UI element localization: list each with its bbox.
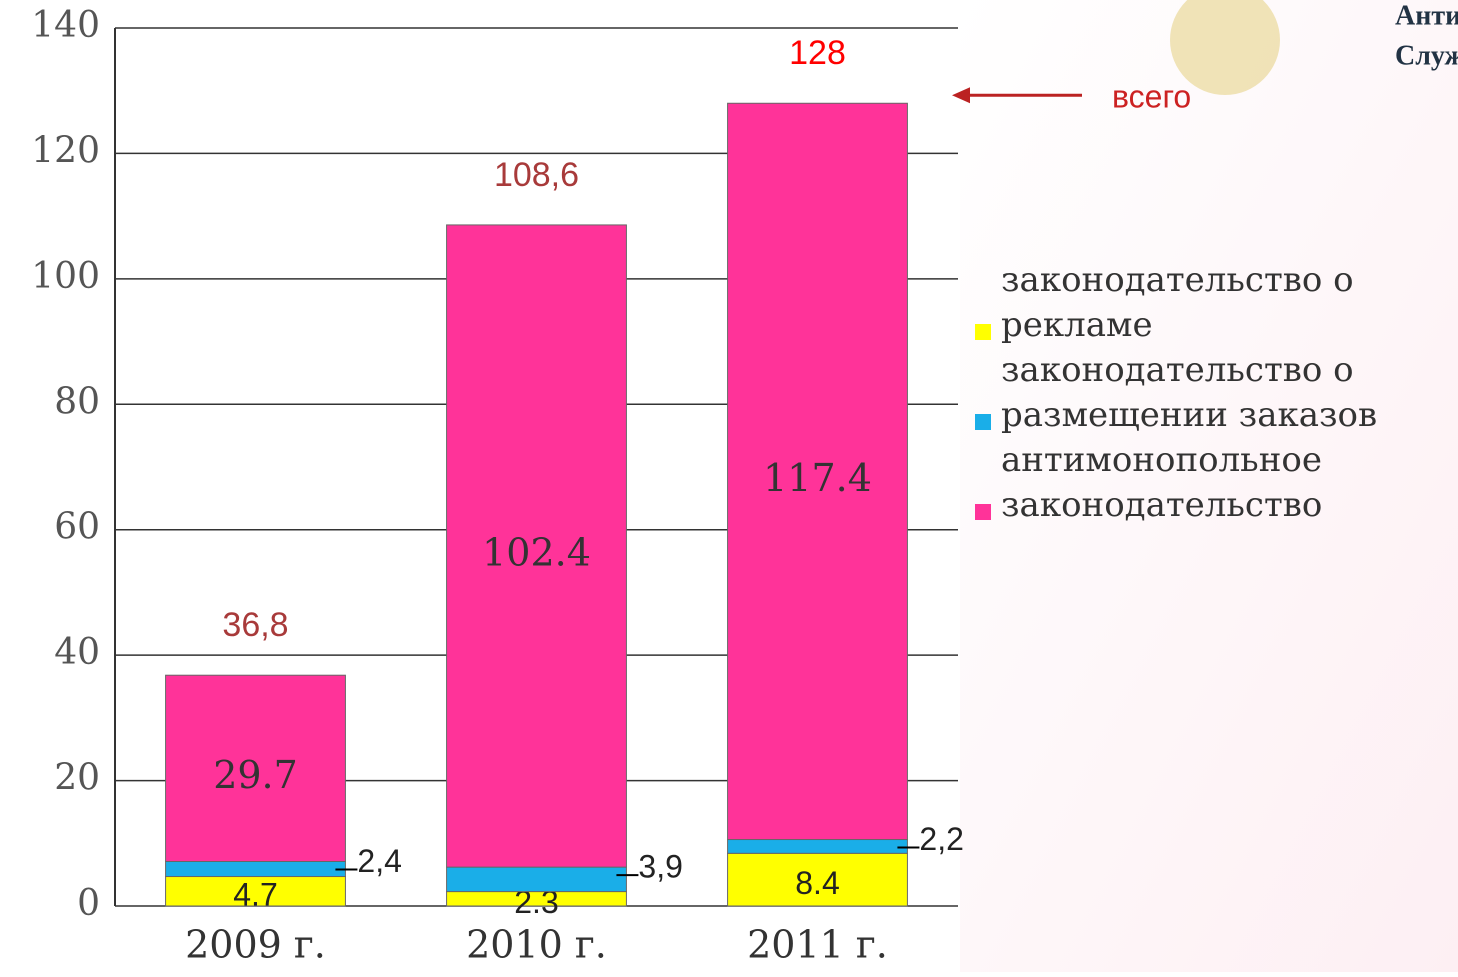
logo <box>1170 0 1280 95</box>
data-label: 4.7 <box>233 877 277 913</box>
x-tick-label: 2011 г. <box>747 923 888 967</box>
total-label: 128 <box>789 34 846 72</box>
bar-segment <box>165 860 346 878</box>
data-label: 2,4 <box>357 843 401 879</box>
y-tick-label: 100 <box>31 256 100 297</box>
x-tick-label: 2010 г. <box>466 923 607 967</box>
legend-swatch <box>975 414 991 430</box>
bar-segment <box>727 102 908 841</box>
y-tick-label: 40 <box>54 632 100 673</box>
legend-swatch <box>975 324 991 340</box>
y-tick-label: 120 <box>31 130 100 171</box>
legend-swatch <box>975 504 991 520</box>
data-label: 29.7 <box>213 753 298 797</box>
legend-label: законодательство о рекламе <box>1001 260 1354 345</box>
data-label: 2,2 <box>919 821 963 857</box>
data-label: 117.4 <box>763 456 872 500</box>
bar-segment <box>727 839 908 854</box>
arrow-head <box>952 87 970 104</box>
legend-item: антимонопольное законодательство <box>975 438 1415 528</box>
logo-text: Анти <box>1395 0 1458 31</box>
total-label: 108,6 <box>494 156 579 194</box>
logo-text: Служ <box>1395 40 1458 71</box>
x-tick-label: 2009 г. <box>185 923 326 967</box>
bar-segment <box>165 876 346 907</box>
bar-segment <box>446 224 627 868</box>
data-label: 3,9 <box>638 849 682 885</box>
bar-segment <box>446 866 627 893</box>
y-tick-label: 80 <box>54 381 100 422</box>
legend: законодательство о рекламе законодательст… <box>975 258 1415 528</box>
total-label: 36,8 <box>222 606 288 644</box>
data-label: 102.4 <box>482 531 591 575</box>
annotation: всего <box>1112 79 1191 115</box>
y-tick-label: 20 <box>54 758 100 799</box>
y-tick-label: 60 <box>54 507 100 548</box>
legend-label: антимонопольное законодательство <box>1001 440 1323 525</box>
legend-item: законодательство о рекламе <box>975 258 1415 348</box>
background <box>960 0 1458 972</box>
y-tick-label: 0 <box>77 883 100 924</box>
legend-item: законодательство о размещении заказов <box>975 348 1415 438</box>
y-tick-label: 140 <box>31 5 100 46</box>
bar-segment <box>165 674 346 862</box>
data-label: 8.4 <box>795 865 839 901</box>
legend-label: законодательство о размещении заказов <box>1001 350 1378 435</box>
